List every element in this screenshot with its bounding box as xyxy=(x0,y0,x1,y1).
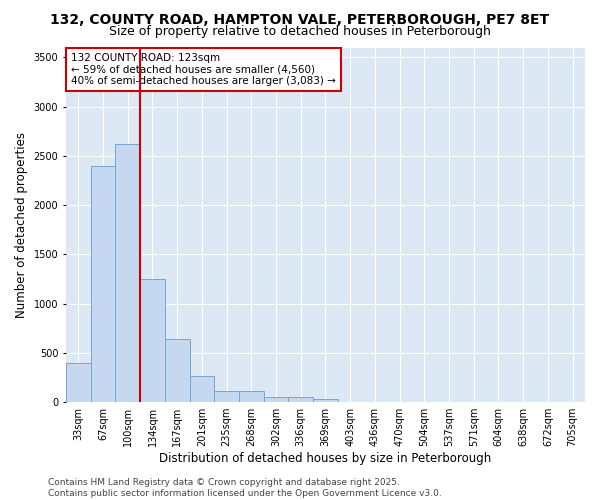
Bar xyxy=(140,279,165,402)
Bar xyxy=(66,363,91,402)
Bar xyxy=(239,392,263,402)
Text: 132, COUNTY ROAD, HAMPTON VALE, PETERBOROUGH, PE7 8ET: 132, COUNTY ROAD, HAMPTON VALE, PETERBOR… xyxy=(50,12,550,26)
Text: Contains HM Land Registry data © Crown copyright and database right 2025.
Contai: Contains HM Land Registry data © Crown c… xyxy=(48,478,442,498)
Bar xyxy=(313,400,338,402)
Bar xyxy=(263,397,289,402)
Text: 132 COUNTY ROAD: 123sqm
← 59% of detached houses are smaller (4,560)
40% of semi: 132 COUNTY ROAD: 123sqm ← 59% of detache… xyxy=(71,53,336,86)
Bar xyxy=(115,144,140,402)
Bar xyxy=(289,398,313,402)
Bar xyxy=(190,376,214,402)
Bar xyxy=(165,339,190,402)
Bar xyxy=(91,166,115,402)
X-axis label: Distribution of detached houses by size in Peterborough: Distribution of detached houses by size … xyxy=(160,452,491,465)
Bar xyxy=(214,392,239,402)
Y-axis label: Number of detached properties: Number of detached properties xyxy=(15,132,28,318)
Text: Size of property relative to detached houses in Peterborough: Size of property relative to detached ho… xyxy=(109,25,491,38)
